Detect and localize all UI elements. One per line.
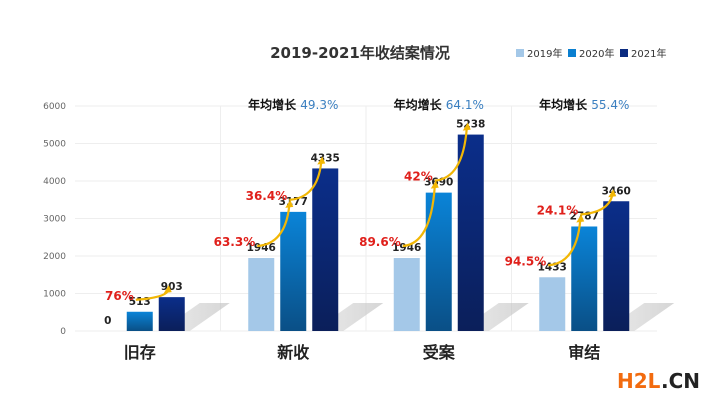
bar-2021年 xyxy=(158,297,185,331)
y-tick-label: 5000 xyxy=(43,140,66,150)
arrowhead-icon xyxy=(576,214,585,223)
legend-swatch xyxy=(516,49,524,57)
bar-2021年 xyxy=(603,201,630,331)
arrowhead-icon xyxy=(163,285,172,294)
x-tick-label: 审结 xyxy=(568,343,600,362)
y-tick-label: 1000 xyxy=(43,290,66,300)
legend-label: 2021年 xyxy=(631,47,666,60)
annual-growth: 年均增长 55.4% xyxy=(539,97,629,112)
y-tick-label: 4000 xyxy=(43,177,66,187)
growth-arrow-icon xyxy=(402,186,436,248)
bar-2021年 xyxy=(457,134,484,331)
x-tick-label: 新收 xyxy=(277,343,309,362)
legend-swatch xyxy=(620,49,628,57)
legend: 2019年 2020年 2021年 xyxy=(516,47,666,60)
growth-arrow-icon xyxy=(548,220,582,267)
growth-arrow-icon xyxy=(434,128,468,182)
growth-label: 76% xyxy=(105,289,134,303)
data-label: 0 xyxy=(104,315,111,327)
arrowhead-icon xyxy=(462,122,471,131)
bar-2020年 xyxy=(126,311,153,331)
data-label: 1946 xyxy=(392,242,421,254)
data-label: 1433 xyxy=(538,261,567,273)
legend-swatch xyxy=(568,49,576,57)
watermark-cn: .CN xyxy=(661,369,700,393)
growth-arrow-icon xyxy=(580,194,614,216)
growth-arrow-icon xyxy=(257,205,291,248)
growth-label: 24.1% xyxy=(537,203,579,217)
annual-growth-value: 64.1% xyxy=(446,98,484,112)
annual-growth-label: 年均增长 xyxy=(248,97,300,112)
arrowhead-icon xyxy=(285,199,294,208)
annual-growth: 年均增长 64.1% xyxy=(394,97,484,112)
bar-2020年 xyxy=(425,192,452,331)
bar-2020年 xyxy=(280,211,307,331)
y-tick-label: 6000 xyxy=(43,102,66,112)
data-label: 4335 xyxy=(311,152,340,164)
data-label: 903 xyxy=(161,281,183,293)
arrowhead-icon xyxy=(430,180,439,189)
data-label: 5238 xyxy=(456,119,485,131)
y-tick-label: 3000 xyxy=(43,215,66,225)
legend-label: 2020年 xyxy=(579,47,614,60)
bar-2019年 xyxy=(539,277,566,331)
y-tick-label: 2000 xyxy=(43,252,66,262)
x-tick-label: 旧存 xyxy=(124,343,156,362)
growth-label: 36.4% xyxy=(246,189,288,203)
annual-growth: 年均增长 49.3% xyxy=(248,97,338,112)
data-label: 1946 xyxy=(247,242,276,254)
growth-label: 89.6% xyxy=(359,235,401,249)
arrowhead-icon xyxy=(317,156,326,165)
annual-growth-label: 年均增长 xyxy=(394,97,446,112)
x-tick-label: 受案 xyxy=(423,343,456,362)
bar-2019年 xyxy=(248,258,275,331)
watermark-h2l: H2L xyxy=(617,369,661,393)
chart-title: 2019-2021年收结案情况 xyxy=(270,44,450,62)
growth-label: 94.5% xyxy=(505,254,547,268)
annual-growth-value: 49.3% xyxy=(300,98,338,112)
legend-label: 2019年 xyxy=(527,47,562,60)
growth-arrow-icon xyxy=(289,162,323,201)
annual-growth-label: 年均增长 xyxy=(539,97,591,112)
data-label: 3460 xyxy=(602,185,631,197)
annual-growth-value: 55.4% xyxy=(591,98,629,112)
growth-label: 63.3% xyxy=(214,235,256,249)
arrowhead-icon xyxy=(608,189,617,198)
data-label: 3690 xyxy=(424,177,453,189)
bar-2021年 xyxy=(312,168,339,331)
data-label: 3177 xyxy=(279,196,308,208)
marks: 0513903旧存76%194631774335新收63.3%36.4%年均增长… xyxy=(104,97,675,362)
growth-label: 42% xyxy=(404,170,433,184)
y-tick-label: 0 xyxy=(60,327,66,337)
bar-2019年 xyxy=(393,258,420,331)
